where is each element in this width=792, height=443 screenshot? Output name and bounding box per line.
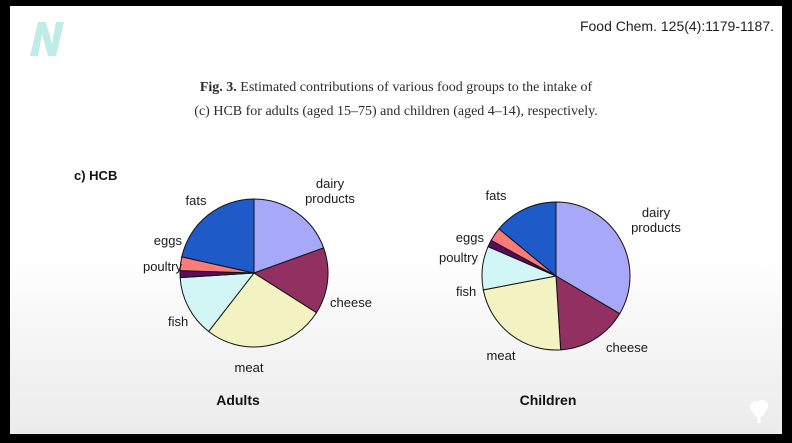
chart-title-children: Children: [520, 392, 577, 408]
figure-caption-line2: (c) HCB for adults (aged 15–75) and chil…: [10, 104, 782, 120]
slice-label-dairy-products: dairy products: [631, 205, 681, 235]
pie-slice-fish: [179, 272, 256, 333]
pie-slice-cheese: [555, 275, 621, 351]
pie-slice-meat: [207, 272, 318, 348]
slice-label-cheese: cheese: [606, 340, 648, 355]
video-frame: Food Chem. 125(4):1179-1187. Fig. 3. Est…: [10, 6, 782, 434]
slice-label-dairy-products: dairy products: [305, 176, 355, 206]
channel-logo-icon: [30, 22, 64, 56]
slice-label-poultry: poultry: [143, 259, 183, 274]
caption-text-2: (c) HCB for adults (aged 15–75) and chil…: [194, 104, 598, 119]
slice-label-meat: meat: [487, 348, 516, 363]
slice-label-poultry: poultry: [439, 250, 479, 265]
citation-text: Food Chem. 125(4):1179-1187.: [579, 18, 774, 34]
pie-slice-dairy-products: [253, 198, 325, 274]
pie-charts-figure: dairy products cheese meat fish poultry eggs fa…: [143, 176, 681, 408]
slice-label-cheese: cheese: [330, 295, 372, 310]
slice-label-fats: fats: [186, 193, 207, 208]
pie-slice-fats: [181, 198, 255, 274]
pie-slice-cheese: [252, 247, 329, 314]
slice-label-fats: fats: [486, 188, 507, 203]
slice-label-eggs: eggs: [154, 233, 183, 248]
pie-slice-meat: [482, 275, 562, 351]
figure-caption-line1: Fig. 3. Estimated contributions of vario…: [10, 80, 782, 96]
slice-label-eggs: eggs: [456, 230, 485, 245]
slice-label-fish: fish: [168, 314, 188, 329]
pie-chart-children: dairy products cheese meat fish poultry eggs fa…: [439, 188, 681, 408]
figure-label: Fig. 3.: [199, 80, 237, 95]
slice-label-meat: meat: [235, 360, 264, 375]
pie-chart-adults: dairy products cheese meat fish poultry eggs fa…: [143, 176, 372, 408]
pie-slice-dairy-products: [555, 201, 631, 315]
tree-watermark-icon: [750, 400, 768, 423]
pie-slice-fats: [498, 201, 557, 278]
slice-label-fish: fish: [456, 284, 476, 299]
panel-label: c) HCB: [74, 168, 118, 183]
chart-title-adults: Adults: [216, 392, 260, 408]
caption-text-1: Estimated contributions of various food …: [236, 80, 593, 95]
